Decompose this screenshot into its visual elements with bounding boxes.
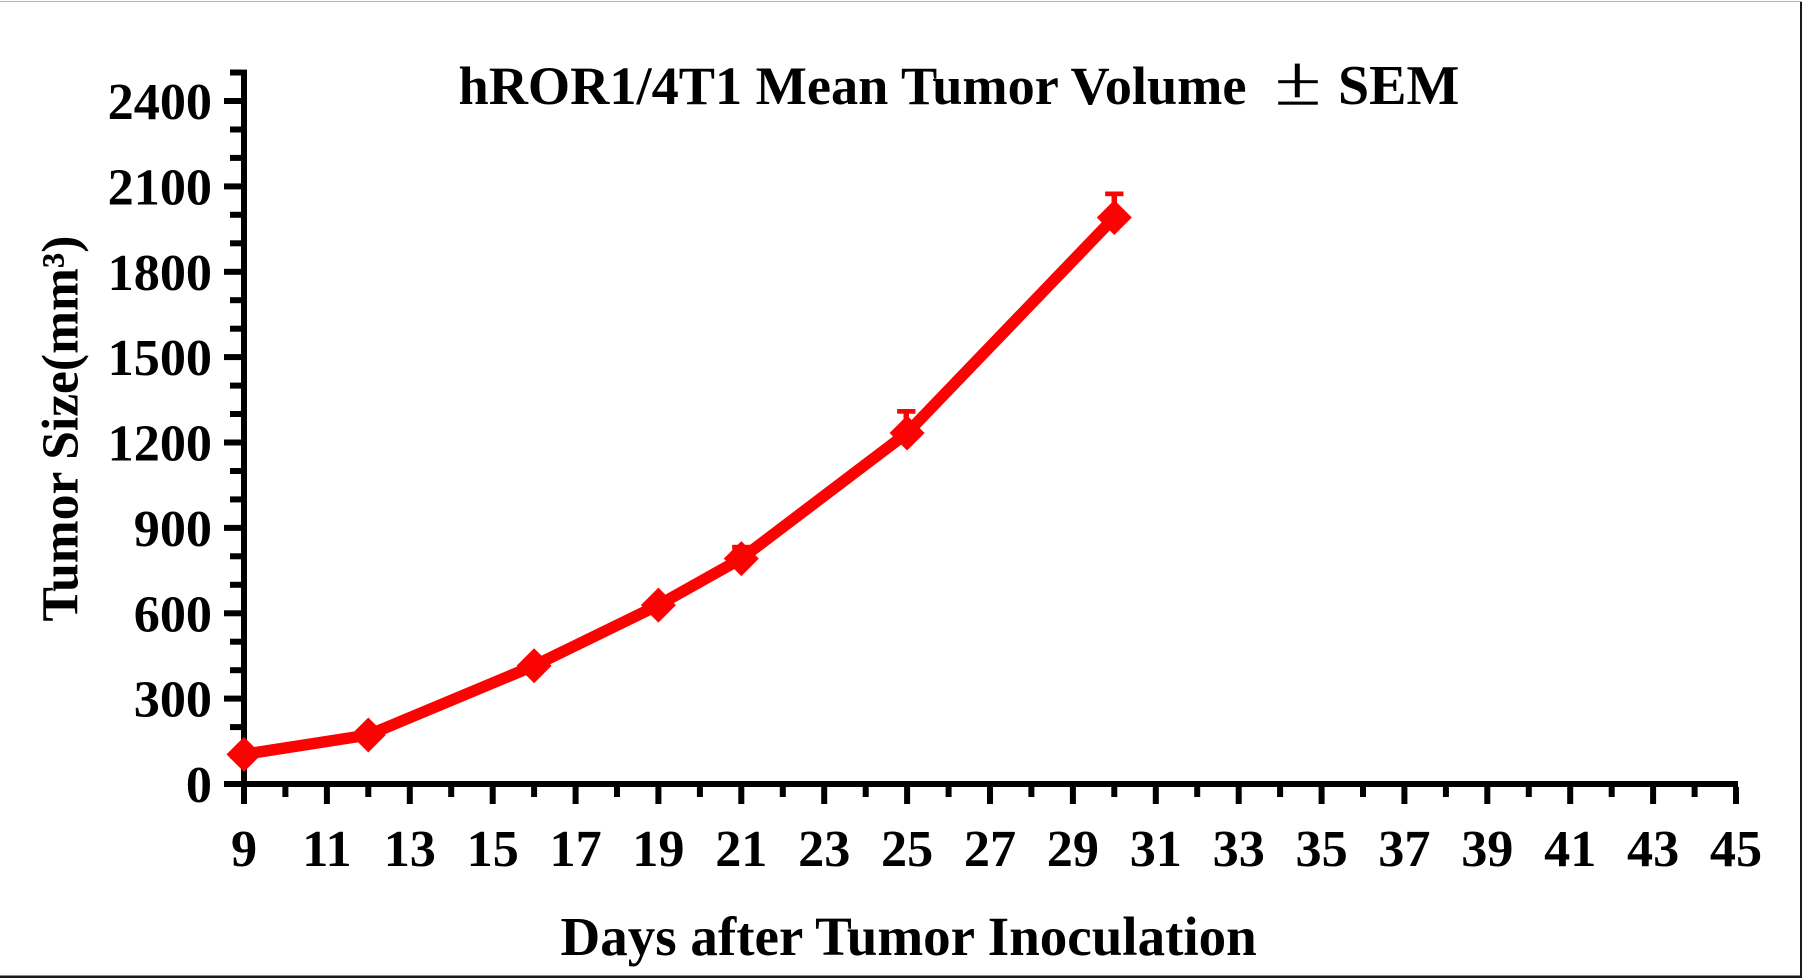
svg-text:2100: 2100 <box>108 158 212 216</box>
svg-text:17: 17 <box>550 820 602 878</box>
svg-text:13: 13 <box>384 820 436 878</box>
svg-text:11: 11 <box>302 820 351 878</box>
svg-text:33: 33 <box>1213 820 1265 878</box>
svg-text:21: 21 <box>715 820 767 878</box>
svg-text:900: 900 <box>134 500 212 558</box>
svg-text:1800: 1800 <box>108 244 212 302</box>
svg-text:9: 9 <box>231 820 257 878</box>
svg-text:37: 37 <box>1378 820 1430 878</box>
svg-text:0: 0 <box>186 756 212 814</box>
svg-text:hROR1/4T1 Mean Tumor Volume: hROR1/4T1 Mean Tumor Volume <box>459 56 1247 116</box>
svg-text:19: 19 <box>632 820 684 878</box>
svg-text:39: 39 <box>1461 820 1513 878</box>
svg-text:41: 41 <box>1544 820 1596 878</box>
svg-text:35: 35 <box>1296 820 1348 878</box>
svg-text:2400: 2400 <box>108 73 212 131</box>
svg-text:29: 29 <box>1047 820 1099 878</box>
svg-text:1200: 1200 <box>108 415 212 473</box>
svg-text:45: 45 <box>1710 820 1762 878</box>
svg-text:600: 600 <box>134 585 212 643</box>
svg-text:23: 23 <box>798 820 850 878</box>
svg-text:43: 43 <box>1627 820 1679 878</box>
svg-text:Days after Tumor Inoculation: Days after Tumor Inoculation <box>561 906 1257 967</box>
svg-text:15: 15 <box>467 820 519 878</box>
svg-text:27: 27 <box>964 820 1016 878</box>
svg-text:25: 25 <box>881 820 933 878</box>
svg-text:SEM: SEM <box>1338 55 1459 117</box>
svg-text:Tumor Size(mm³): Tumor Size(mm³) <box>33 236 90 622</box>
svg-text:1500: 1500 <box>108 329 212 387</box>
svg-text:31: 31 <box>1130 820 1182 878</box>
svg-text:300: 300 <box>134 671 212 729</box>
